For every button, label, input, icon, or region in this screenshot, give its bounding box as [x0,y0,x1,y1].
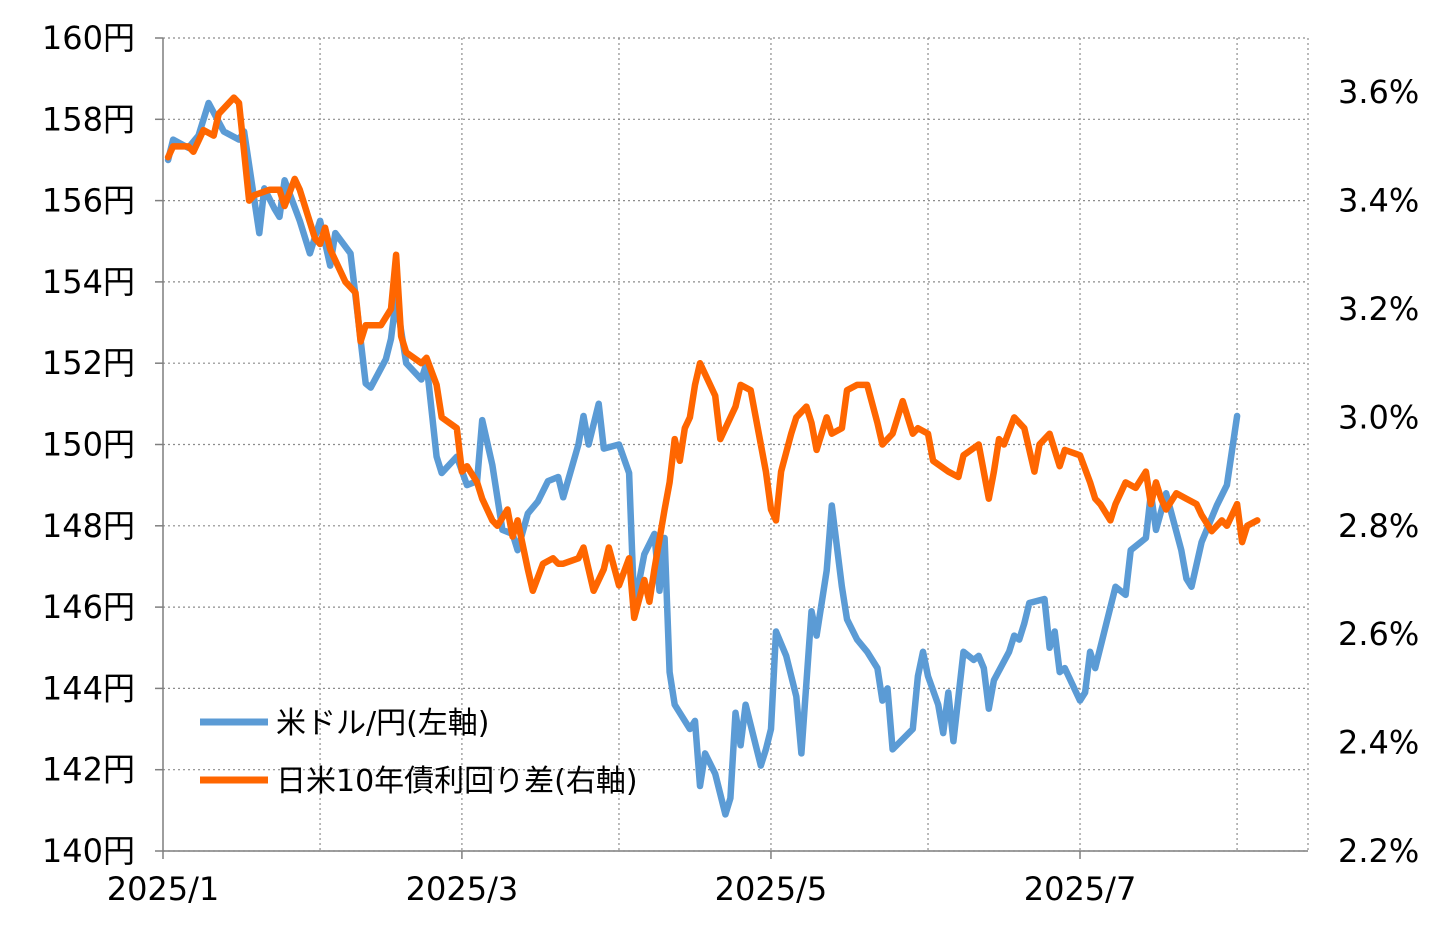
y-right-tick-label: 2.8% [1338,507,1419,545]
series-line-usd-jpy [164,99,1241,818]
y-right-tick-label: 3.0% [1338,398,1419,436]
y-left-tick-label: 158円 [42,100,135,138]
y-right-tick-label: 3.6% [1338,73,1419,111]
y-left-tick-label: 150円 [42,426,135,464]
x-tick-label: 2025/1 [107,870,220,908]
y-left-tick-label: 154円 [42,263,135,301]
y-right-tick-label: 3.2% [1338,290,1419,328]
y-left-tick-label: 146円 [42,588,135,626]
y-left-tick-label: 140円 [42,832,135,870]
y-left-tick-label: 144円 [42,669,135,707]
series-line-yield-spread [164,94,1261,622]
y-left-tick-label: 160円 [42,19,135,57]
y-right-tick-label: 2.2% [1338,832,1419,870]
y-left-tick-label: 142円 [42,751,135,789]
legend-label: 米ドル/円(左軸) [276,706,490,741]
y-left-tick-label: 156円 [42,182,135,220]
y-left-tick-label: 148円 [42,507,135,545]
y-right-tick-label: 2.6% [1338,615,1419,653]
tick-labels: 140円 142円 144円 146円 148円 150円 152円 154円 156円 158円… [42,19,1419,908]
series-lines [164,94,1261,818]
y-right-tick-label: 2.4% [1338,724,1419,762]
y-left-tick-label: 152円 [42,344,135,382]
legend: 米ドル/円(左軸) 日米10年債利回り差(右軸) [200,706,638,799]
x-tick-label: 2025/5 [715,870,828,908]
axes [155,37,1308,859]
legend-label: 日米10年債利回り差(右軸) [276,764,638,799]
y-right-tick-label: 3.4% [1338,182,1419,220]
x-tick-label: 2025/3 [406,870,519,908]
x-tick-label: 2025/7 [1024,870,1137,908]
